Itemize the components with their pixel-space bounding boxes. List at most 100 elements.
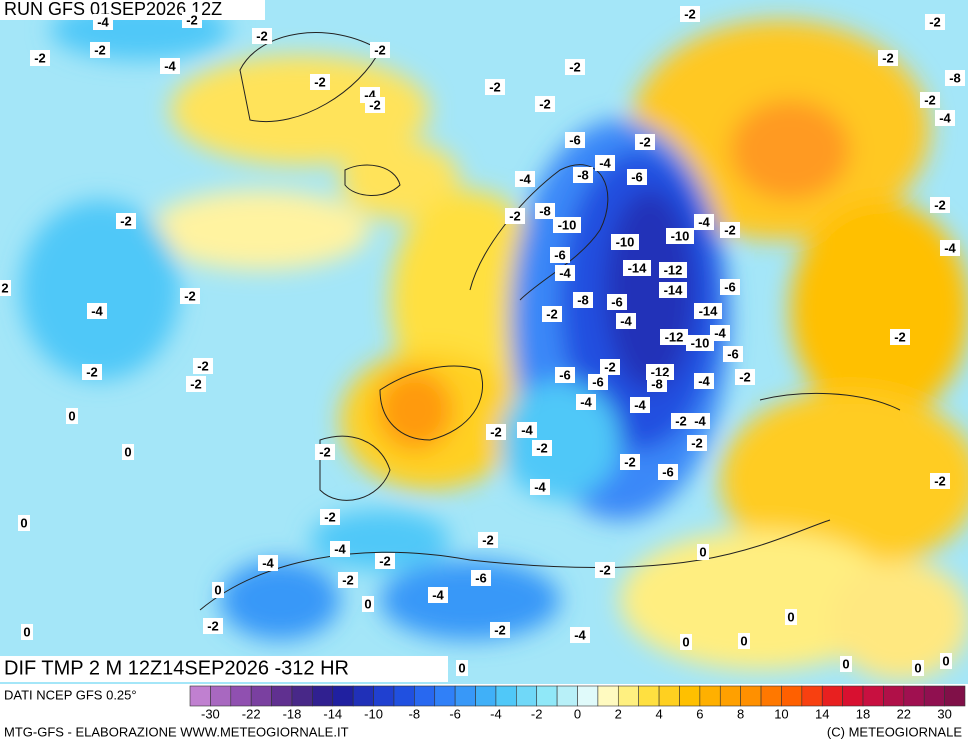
map-labels: -4 -2-2-2-2-4-2-2-4-2-2-2-2-2-2-2-8-2-4-6…	[0, 6, 965, 676]
map-label-box	[375, 553, 395, 569]
map-label: -4	[91, 303, 103, 318]
colorbar-tick-label: 6	[696, 706, 703, 721]
map-label: 0	[458, 660, 465, 675]
map-label: -2	[509, 208, 521, 223]
map-label: 0	[68, 408, 75, 423]
map-label-box	[553, 217, 581, 233]
map-label: -2	[536, 440, 548, 455]
map-label-box	[258, 555, 278, 571]
map-label: -4	[432, 587, 444, 602]
map-label-box	[532, 440, 552, 456]
map-label: -2	[374, 42, 386, 57]
map-label-box	[66, 408, 78, 424]
colorbar-cell	[556, 685, 578, 707]
map-label: -2	[675, 413, 687, 428]
map-label: -4	[599, 155, 611, 170]
map-label-box	[160, 58, 180, 74]
map-label: 0	[682, 634, 689, 649]
map-label-box	[687, 435, 707, 451]
run-header: RUN GFS 01SEP2026 12Z	[4, 0, 222, 19]
map-label-box	[694, 373, 714, 389]
map-label: -2	[197, 358, 209, 373]
map-label: -6	[724, 279, 736, 294]
colorbar-cell	[373, 685, 395, 707]
map-label-box	[193, 358, 213, 374]
map-label-box	[576, 394, 596, 410]
map-label: -4	[164, 58, 176, 73]
map-label: -2	[894, 329, 906, 344]
map-label: -4	[521, 422, 533, 437]
map-label-box	[490, 622, 510, 638]
map-label-box	[595, 155, 615, 171]
map-label: 0	[740, 633, 747, 648]
colorbar-cell	[821, 685, 843, 707]
map-label-box	[515, 171, 535, 187]
colorbar-tick-label: -18	[283, 706, 302, 721]
colorbar-cell	[475, 685, 497, 707]
map-label: -4	[580, 394, 592, 409]
map-label: -2	[639, 134, 651, 149]
map-label-box	[630, 397, 650, 413]
colorbar-cell	[719, 685, 741, 707]
map-label: 0	[364, 596, 371, 611]
map-label-box	[338, 572, 358, 588]
map-label-box	[723, 346, 743, 362]
map-label-box	[627, 169, 647, 185]
colorbar-tick-label: 4	[655, 706, 662, 721]
colorbar-cell	[883, 685, 905, 707]
map-label-box	[471, 570, 491, 586]
map-label: -14	[664, 282, 684, 297]
map-label-box	[573, 167, 593, 183]
map-label: 0	[699, 544, 706, 559]
map-label: -2	[256, 28, 268, 43]
map-label-box	[486, 424, 506, 440]
colorbar-cell	[271, 685, 293, 707]
map-label: -2	[324, 509, 336, 524]
map-label: -2	[691, 435, 703, 450]
map-label: -4	[620, 313, 632, 328]
map-label-box	[550, 247, 570, 263]
colorbar-cell	[679, 685, 701, 707]
colorbar-cell	[781, 685, 803, 707]
colorbar-tick-label: 10	[774, 706, 788, 721]
colorbar-cell	[495, 685, 517, 707]
map-label-box	[21, 624, 33, 640]
map-label: -6	[475, 570, 487, 585]
colorbar-cell	[923, 685, 945, 707]
colorbar-tick-label: -10	[364, 706, 383, 721]
colorbar-cell	[414, 685, 436, 707]
colorbar-cell	[740, 685, 762, 707]
map-label-box	[735, 369, 755, 385]
map-label-box	[370, 42, 390, 58]
map-label-box	[320, 509, 340, 525]
colorbar: -30 -22 -18 -14 -10 -8 -6 -4 -2 0 2 4 6 8 10 14 18 22 30	[189, 685, 966, 721]
map-label: -4	[698, 214, 710, 229]
map-label: -6	[554, 247, 566, 262]
map-label-box	[0, 280, 11, 296]
colorbar-cell	[332, 685, 354, 707]
map-label-box	[315, 444, 335, 460]
colorbar-tick-label: 2	[615, 706, 622, 721]
colorbar-tick-label: -2	[531, 706, 543, 721]
map-label-box	[697, 544, 709, 560]
map-label-box	[720, 279, 740, 295]
map-label-box	[203, 618, 223, 634]
map-label: -12	[665, 329, 684, 344]
map-label-box	[362, 596, 374, 612]
map-label-box	[180, 288, 200, 304]
map-label: -2	[599, 562, 611, 577]
colorbar-tick-label: 0	[574, 706, 581, 721]
anomaly-field	[20, 0, 968, 680]
map-label: -4	[534, 479, 546, 494]
map-label: -2	[489, 79, 501, 94]
map-label-box	[588, 374, 608, 390]
map-label-box	[680, 6, 700, 22]
map-label-box	[738, 633, 750, 649]
map-label-box	[940, 653, 952, 669]
credit-left: MTG-GFS - ELABORAZIONE WWW.METEOGIORNALE…	[4, 724, 349, 739]
colorbar-cell	[699, 685, 721, 707]
map-label-box	[555, 367, 575, 383]
map-label-box	[659, 282, 687, 298]
field-title-box	[0, 656, 448, 682]
map-label: -2	[314, 74, 326, 89]
